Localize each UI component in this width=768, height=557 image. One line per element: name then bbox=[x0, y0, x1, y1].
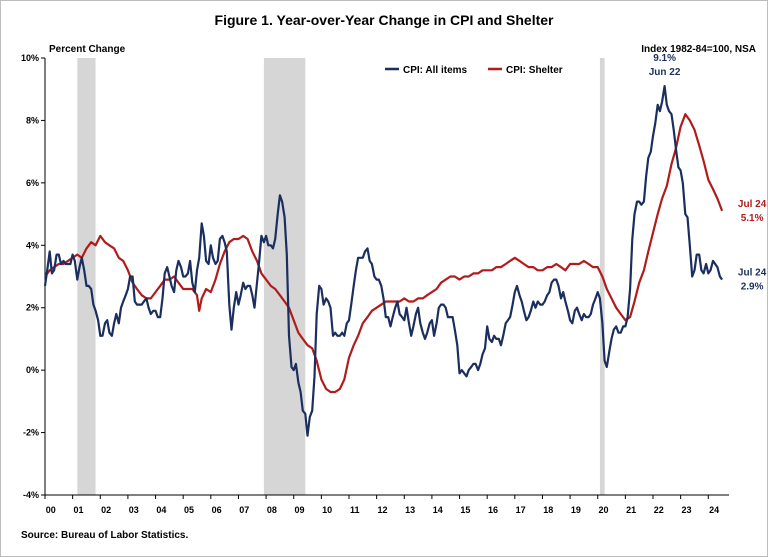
x-tick-label-10: 10 bbox=[322, 505, 332, 515]
series-lines bbox=[43, 85, 724, 437]
x-tick-label-21: 21 bbox=[626, 505, 636, 515]
x-tick-label-12: 12 bbox=[377, 505, 387, 515]
annotation-0-0: 9.1% bbox=[653, 53, 676, 64]
x-tick-label-0: 00 bbox=[46, 505, 56, 515]
y-tick-label-1: 8% bbox=[26, 115, 39, 125]
y-tick-label-3: 4% bbox=[26, 240, 39, 250]
x-tick-label-14: 14 bbox=[433, 505, 443, 515]
x-tick-label-19: 19 bbox=[571, 505, 581, 515]
annotation-1-0: Jul 24 bbox=[738, 199, 767, 210]
x-tick-label-20: 20 bbox=[599, 505, 609, 515]
x-tick-label-6: 06 bbox=[212, 505, 222, 515]
series-line-cpi-shelter bbox=[44, 113, 724, 394]
x-tick-label-22: 22 bbox=[654, 505, 664, 515]
y-tick-label-7: -4% bbox=[23, 490, 39, 500]
x-tick-label-16: 16 bbox=[488, 505, 498, 515]
index-note: Index 1982-84=100, NSA bbox=[641, 44, 756, 55]
x-tick-label-15: 15 bbox=[460, 505, 470, 515]
y-tick-label-4: 2% bbox=[26, 303, 39, 313]
recession-shading bbox=[77, 58, 605, 495]
x-tick-label-11: 11 bbox=[350, 505, 360, 515]
legend-label-cpi-all-items: CPI: All items bbox=[403, 65, 468, 76]
legend-label-cpi-shelter: CPI: Shelter bbox=[506, 65, 563, 76]
recession-band-0 bbox=[77, 58, 96, 495]
y-tick-label-5: 0% bbox=[26, 365, 39, 375]
annotation-0-2: Jul 24 bbox=[738, 268, 767, 279]
recession-band-1 bbox=[263, 58, 306, 495]
y-tick-label-2: 6% bbox=[26, 178, 39, 188]
x-tick-label-1: 01 bbox=[73, 505, 83, 515]
axes: 10% 8% 6% 4% 2% 0% -2% -4% 00 01 02 03 04 05 06 07 08 09 1… bbox=[21, 53, 729, 515]
legend: CPI: All items CPI: Shelter bbox=[385, 65, 563, 76]
x-tick-label-24: 24 bbox=[709, 505, 719, 515]
x-tick-label-13: 13 bbox=[405, 505, 415, 515]
annotations: 9.1% Jun 22 Jul 24 2.9% Jul 24 5.1% bbox=[649, 53, 767, 293]
y-axis-label: Percent Change bbox=[49, 44, 126, 55]
x-tick-label-4: 04 bbox=[156, 505, 166, 515]
x-tick-label-8: 08 bbox=[267, 505, 277, 515]
y-tick-label-6: -2% bbox=[23, 428, 39, 438]
annotation-1-1: 5.1% bbox=[741, 213, 764, 224]
annotation-0-1: Jun 22 bbox=[649, 67, 681, 78]
y-tick-label-0: 10% bbox=[21, 53, 39, 63]
chart-title: Figure 1. Year-over-Year Change in CPI a… bbox=[215, 12, 555, 28]
annotation-0-3: 2.9% bbox=[741, 282, 764, 293]
x-tick-label-17: 17 bbox=[516, 505, 526, 515]
source-note: Source: Bureau of Labor Statistics. bbox=[21, 530, 188, 541]
x-tick-label-18: 18 bbox=[543, 505, 553, 515]
x-tick-label-7: 07 bbox=[239, 505, 249, 515]
x-tick-label-23: 23 bbox=[681, 505, 691, 515]
series-line-cpi-all-items bbox=[43, 85, 723, 437]
x-tick-label-9: 09 bbox=[295, 505, 305, 515]
x-tick-label-5: 05 bbox=[184, 505, 194, 515]
x-tick-label-3: 03 bbox=[129, 505, 139, 515]
x-tick-label-2: 02 bbox=[101, 505, 111, 515]
